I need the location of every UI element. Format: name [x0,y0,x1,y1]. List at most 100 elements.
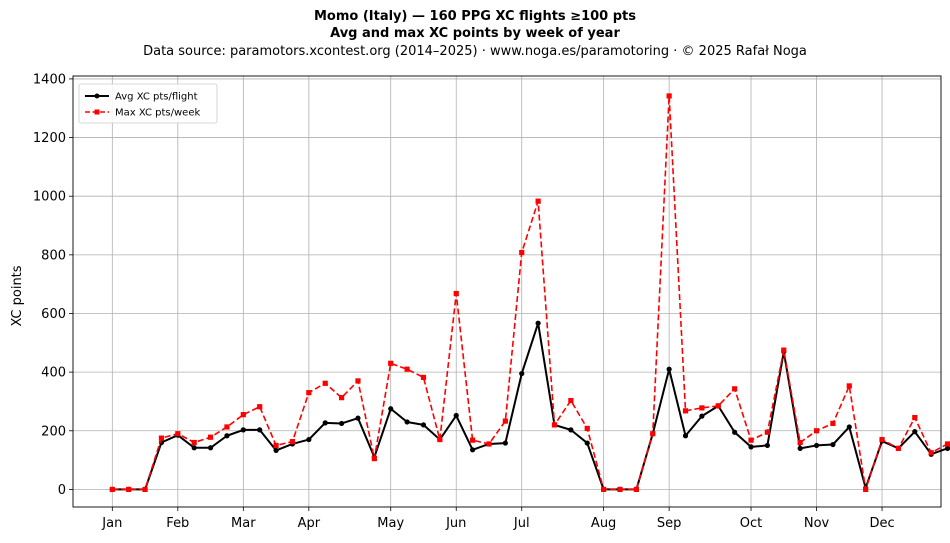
data-point-max [715,403,721,409]
y-axis-label: XC points [10,265,25,326]
x-tick-label: May [377,516,404,531]
data-point-max [207,434,214,440]
plot-frame [72,75,942,508]
data-point-avg [666,366,672,372]
y-tick-label: 0 [58,483,66,498]
data-point-max [109,486,115,493]
data-point-max [633,486,639,493]
y-tick-label: 1200 [33,131,66,146]
data-point-avg [764,442,771,449]
data-point-max [895,445,902,451]
x-tick-label: Jul [513,516,530,531]
data-point-max [175,431,181,437]
x-tick-label: Mar [231,516,256,531]
data-point-max [404,366,410,372]
data-point-max [682,408,689,414]
data-point-max [764,429,770,435]
series-line-0 [112,322,948,491]
data-point-max [928,450,934,456]
data-point-avg [306,436,312,443]
y-tick-label: 1000 [33,190,66,205]
data-point-max [126,486,132,493]
data-point-max [568,397,574,404]
data-point-max [551,422,558,428]
data-point-avg [568,427,574,433]
data-point-avg [273,447,279,454]
data-point-max [420,374,427,381]
data-point-max [813,428,820,434]
data-point-max [584,425,590,432]
data-point-max [781,347,787,353]
data-point-avg [912,429,918,435]
data-point-max [617,486,623,493]
data-point-max [519,249,525,256]
data-point-max [322,380,328,386]
data-point-avg [453,412,459,419]
data-point-max [650,431,656,437]
legend-box [78,83,218,124]
data-point-max [502,418,508,424]
data-point-avg [732,429,738,435]
legend-marker-1 [94,109,100,115]
series-line-1 [112,95,948,491]
x-tick-label: Apr [298,516,321,531]
data-point-max [601,486,607,493]
data-point-max [535,198,541,204]
x-tick-label: Aug [591,516,616,531]
data-point-max [863,486,869,493]
data-point-max [240,412,246,418]
data-point-avg [502,440,508,446]
data-point-max [388,360,394,366]
y-tick-label: 1400 [33,72,66,87]
y-tick-label: 400 [41,366,66,381]
data-point-max [486,441,492,447]
data-point-avg [207,445,214,451]
data-point-max [338,395,345,401]
chart-subtitle: Avg and max XC points by week of year [330,26,620,41]
x-tick-label: Oct [740,516,762,531]
data-point-avg [797,445,803,451]
data-point-avg [470,447,476,453]
data-point-max [470,437,476,443]
data-point-avg [830,441,836,448]
y-tick-label: 200 [41,424,66,439]
data-point-max [846,383,852,389]
x-tick-label: Jun [445,516,466,531]
data-point-max [699,405,705,411]
data-point-avg [535,320,541,326]
data-point-max [224,424,230,430]
data-point-avg [682,433,689,439]
x-tick-label: Feb [166,516,189,531]
data-point-max [732,386,738,392]
series-layer [109,93,950,493]
data-point-avg [355,415,361,421]
data-point-max [306,390,312,396]
data-point-max [666,93,672,99]
data-point-max [142,486,148,493]
data-point-max [748,437,754,443]
legend: Avg XC pts/flight Max XC pts/week [78,83,218,124]
x-tick-label: Nov [804,516,830,531]
axes: 0 200 400 600 800 1000 1200 1400 Jan Feb Mar Apr May… [33,72,942,531]
data-point-avg [338,420,345,427]
data-point-max [944,441,950,447]
data-point-avg [257,427,263,433]
data-point-avg [584,440,590,446]
data-point-max [273,442,279,449]
data-point-avg [224,433,230,439]
data-point-avg [748,444,754,450]
legend-label-0: Avg XC pts/flight [115,92,198,103]
data-point-max [158,435,165,441]
x-tick-label: Jan [101,516,122,531]
y-tick-label: 600 [41,307,66,322]
data-point-max [453,290,459,297]
x-tick-label: Sep [657,516,682,531]
data-point-max [912,414,918,421]
legend-label-1: Max XC pts/week [115,108,200,119]
data-point-avg [519,370,525,377]
data-point-avg [944,445,950,451]
data-point-avg [322,420,328,426]
data-point-avg [404,419,410,425]
data-point-avg [846,424,852,430]
